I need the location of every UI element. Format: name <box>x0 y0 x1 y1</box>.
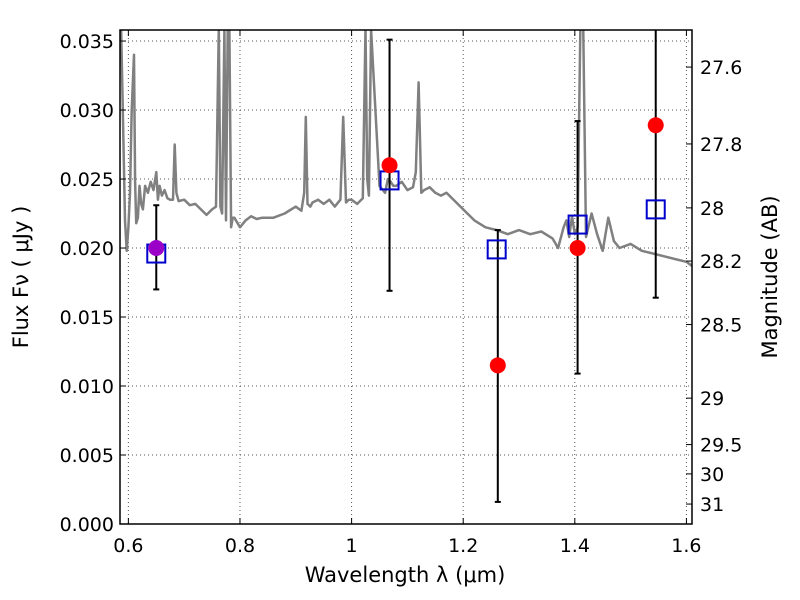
y-tick-label: 0.025 <box>60 169 114 191</box>
observed-point <box>569 240 586 257</box>
y2-axis-label: Magnitude (AB) <box>758 195 782 358</box>
plot-layer <box>120 30 692 503</box>
y-axis-label: Flux Fν ( μJy ) <box>9 206 33 349</box>
x-tick-label: 1.2 <box>448 535 478 557</box>
y2-tick-label: 27.8 <box>700 134 742 156</box>
y-tick-label: 0.000 <box>60 514 114 536</box>
x-tick-label: 1.4 <box>560 535 590 557</box>
x-tick-label: 1.6 <box>671 535 701 557</box>
y-tick-label: 0.035 <box>60 31 114 53</box>
observed-point <box>489 357 506 374</box>
y-tick-label: 0.005 <box>60 445 114 467</box>
x-tick-label: 0.8 <box>225 535 255 557</box>
y2-tick-label: 28.5 <box>700 315 742 337</box>
observed-point <box>148 240 165 257</box>
plot-frame <box>119 29 693 525</box>
model-point <box>567 214 588 235</box>
observed-point <box>647 117 664 134</box>
x-tick-label: 0.6 <box>113 535 143 557</box>
y-tick-label: 0.010 <box>60 376 114 398</box>
model-point <box>486 239 507 260</box>
y2-tick-label: 30 <box>700 464 724 486</box>
axis-layer: 0.6 0.8 1 1.2 1.4 1.6 0.000 0.005 0.010 0.015 0.02… <box>60 30 742 557</box>
y2-tick-label: 28.2 <box>700 251 742 273</box>
spectrum-line <box>120 30 692 267</box>
y2-tick-label: 29 <box>700 388 724 410</box>
y-tick-label: 0.030 <box>60 100 114 122</box>
y-tick-label: 0.020 <box>60 238 114 260</box>
model-point <box>645 199 666 220</box>
y2-tick-label: 28 <box>700 198 724 220</box>
y2-tick-label: 27.6 <box>700 57 742 79</box>
x-axis-label: Wavelength λ (μm) <box>305 563 506 587</box>
observed-point <box>381 157 398 174</box>
x-tick-label: 1 <box>346 535 358 557</box>
y-tick-label: 0.015 <box>60 307 114 329</box>
y2-tick-label: 31 <box>700 494 724 516</box>
y2-tick-label: 29.5 <box>700 435 742 457</box>
